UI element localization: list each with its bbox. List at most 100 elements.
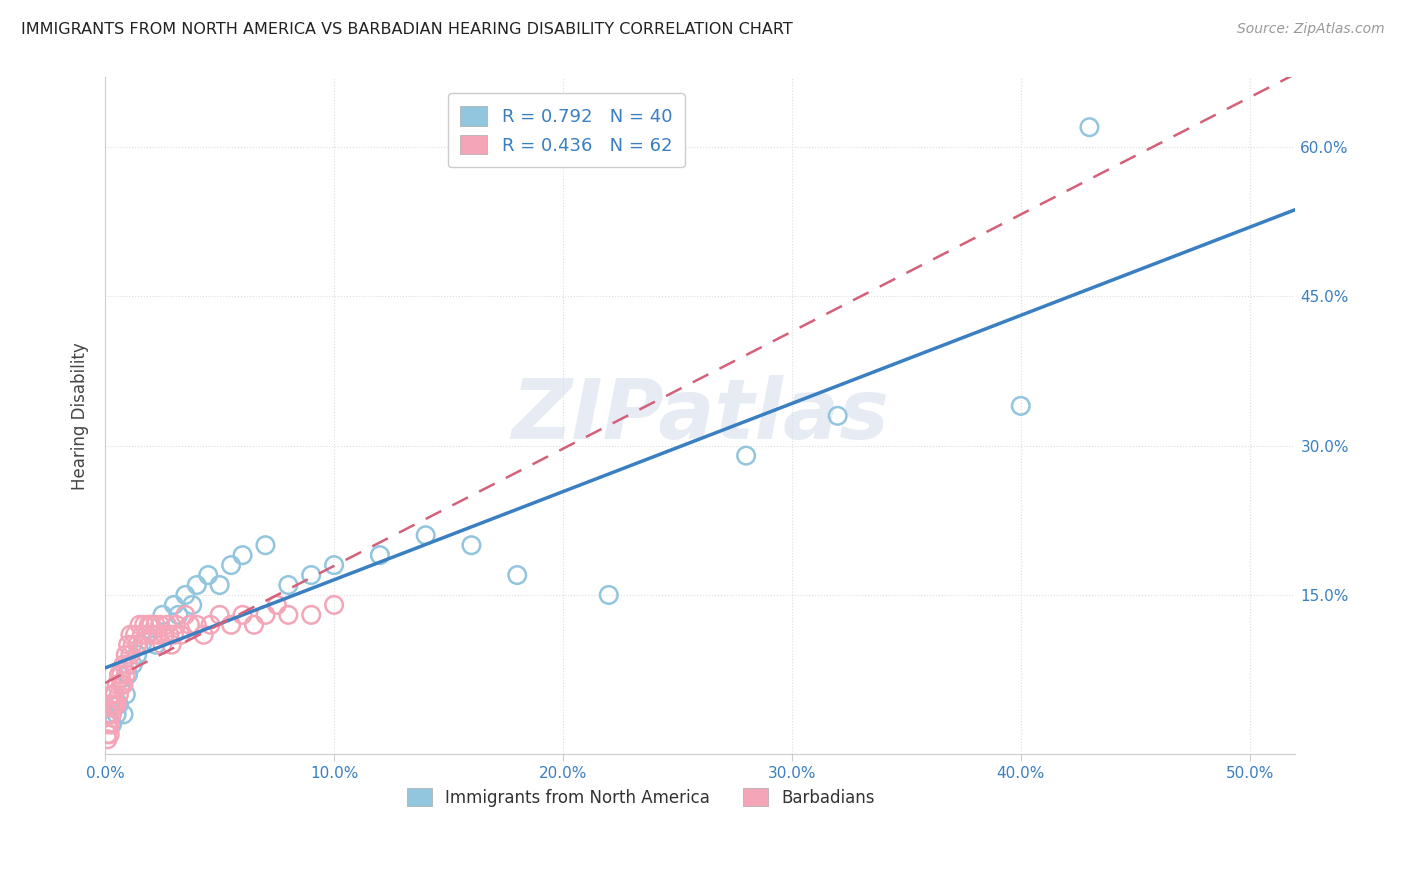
Point bbox=[114, 667, 136, 681]
Point bbox=[98, 727, 121, 741]
Text: Source: ZipAtlas.com: Source: ZipAtlas.com bbox=[1237, 22, 1385, 37]
Point bbox=[153, 628, 176, 642]
Point bbox=[101, 698, 124, 712]
Point bbox=[114, 688, 136, 702]
Point bbox=[163, 598, 186, 612]
Point bbox=[134, 617, 156, 632]
Point bbox=[127, 648, 149, 662]
Point bbox=[96, 732, 118, 747]
Point bbox=[135, 628, 157, 642]
Point bbox=[108, 688, 131, 702]
Point bbox=[232, 548, 254, 562]
Text: ZIPatlas: ZIPatlas bbox=[512, 376, 889, 457]
Point bbox=[415, 528, 437, 542]
Point bbox=[157, 628, 180, 642]
Point bbox=[101, 707, 124, 722]
Point bbox=[165, 617, 187, 632]
Point bbox=[174, 607, 197, 622]
Point bbox=[98, 717, 121, 731]
Point bbox=[117, 667, 139, 681]
Point bbox=[368, 548, 391, 562]
Point bbox=[156, 617, 179, 632]
Point bbox=[96, 707, 118, 722]
Point bbox=[827, 409, 849, 423]
Point bbox=[96, 707, 118, 722]
Point bbox=[219, 617, 242, 632]
Point bbox=[138, 617, 160, 632]
Point bbox=[1078, 120, 1101, 135]
Point bbox=[121, 657, 143, 672]
Point bbox=[208, 578, 231, 592]
Point bbox=[163, 628, 186, 642]
Point bbox=[160, 638, 183, 652]
Point bbox=[1010, 399, 1032, 413]
Text: IMMIGRANTS FROM NORTH AMERICA VS BARBADIAN HEARING DISABILITY CORRELATION CHART: IMMIGRANTS FROM NORTH AMERICA VS BARBADI… bbox=[21, 22, 793, 37]
Point bbox=[110, 677, 132, 691]
Point bbox=[243, 617, 266, 632]
Point bbox=[197, 568, 219, 582]
Point bbox=[181, 598, 204, 612]
Point bbox=[98, 698, 121, 712]
Point bbox=[277, 607, 299, 622]
Point bbox=[254, 538, 277, 552]
Point bbox=[117, 657, 139, 672]
Point bbox=[103, 698, 125, 712]
Point bbox=[460, 538, 482, 552]
Point bbox=[200, 617, 222, 632]
Point bbox=[101, 717, 124, 731]
Legend: Immigrants from North America, Barbadians: Immigrants from North America, Barbadian… bbox=[399, 781, 882, 814]
Point bbox=[323, 558, 346, 573]
Point bbox=[149, 617, 172, 632]
Point bbox=[105, 677, 128, 691]
Point bbox=[101, 688, 124, 702]
Point bbox=[105, 707, 128, 722]
Point bbox=[98, 698, 121, 712]
Point bbox=[146, 628, 169, 642]
Point bbox=[105, 698, 128, 712]
Point bbox=[167, 607, 190, 622]
Point bbox=[127, 638, 149, 652]
Point bbox=[139, 617, 162, 632]
Point bbox=[112, 657, 135, 672]
Point bbox=[598, 588, 620, 602]
Point bbox=[299, 568, 322, 582]
Point bbox=[110, 667, 132, 681]
Point bbox=[114, 648, 136, 662]
Point bbox=[266, 598, 288, 612]
Point bbox=[120, 648, 142, 662]
Point bbox=[124, 628, 146, 642]
Point bbox=[506, 568, 529, 582]
Point bbox=[121, 638, 143, 652]
Point bbox=[112, 677, 135, 691]
Point bbox=[142, 628, 165, 642]
Point bbox=[131, 628, 153, 642]
Point bbox=[277, 578, 299, 592]
Point bbox=[186, 617, 208, 632]
Point bbox=[735, 449, 758, 463]
Point bbox=[98, 707, 121, 722]
Point bbox=[128, 617, 150, 632]
Point bbox=[170, 628, 193, 642]
Point bbox=[299, 607, 322, 622]
Point bbox=[157, 628, 180, 642]
Point bbox=[110, 677, 132, 691]
Y-axis label: Hearing Disability: Hearing Disability bbox=[72, 342, 89, 490]
Point bbox=[152, 607, 174, 622]
Point bbox=[186, 578, 208, 592]
Point bbox=[254, 607, 277, 622]
Point bbox=[108, 667, 131, 681]
Point bbox=[131, 638, 153, 652]
Point bbox=[323, 598, 346, 612]
Point bbox=[103, 688, 125, 702]
Point bbox=[108, 698, 131, 712]
Point bbox=[232, 607, 254, 622]
Point bbox=[145, 617, 167, 632]
Point bbox=[112, 707, 135, 722]
Point bbox=[179, 617, 201, 632]
Point bbox=[117, 638, 139, 652]
Point bbox=[219, 558, 242, 573]
Point bbox=[139, 617, 162, 632]
Point bbox=[96, 727, 118, 741]
Point bbox=[120, 628, 142, 642]
Point bbox=[103, 688, 125, 702]
